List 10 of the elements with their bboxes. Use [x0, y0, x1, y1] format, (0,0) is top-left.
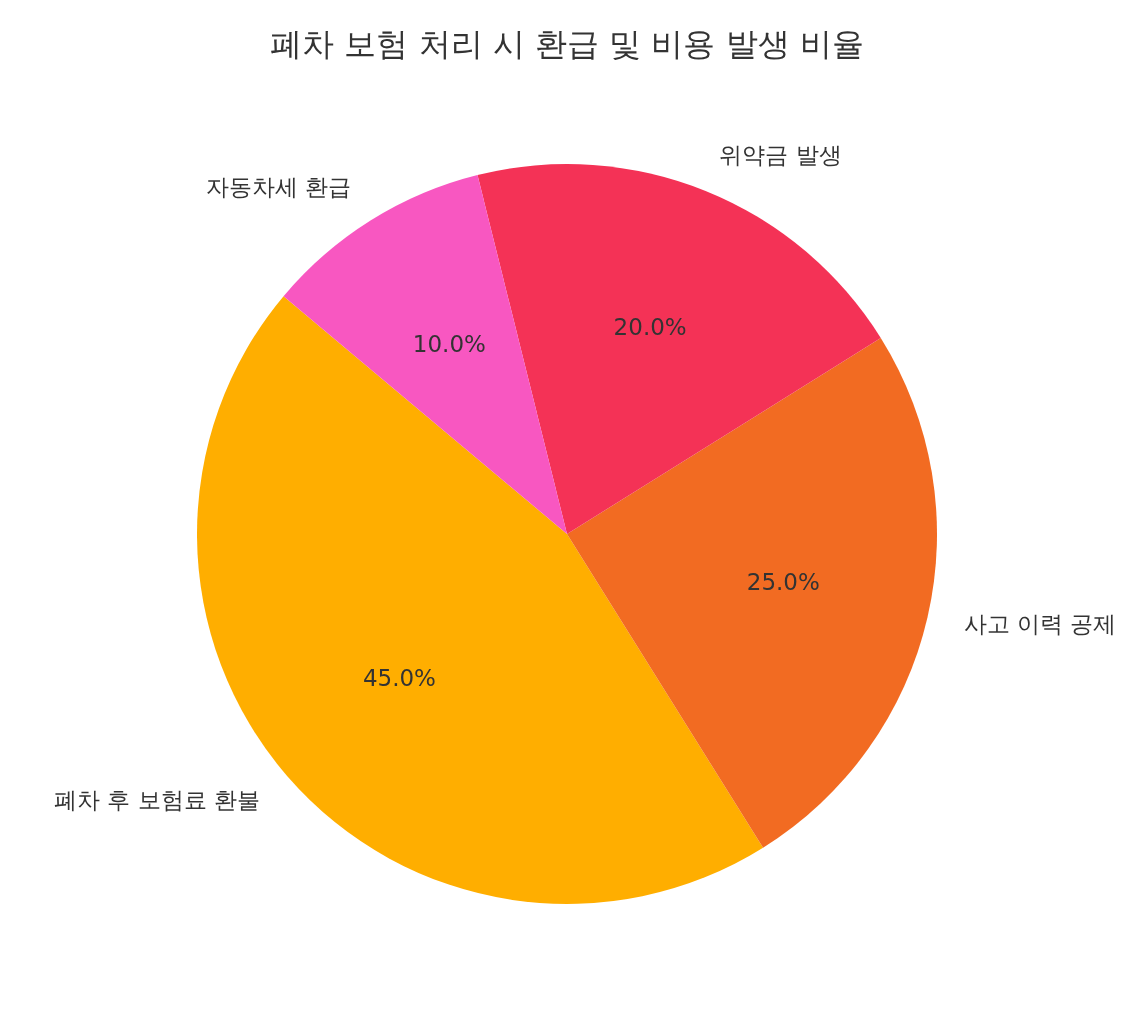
slice-label: 사고 이력 공제	[963, 611, 1117, 638]
slice-label: 위약금 발생	[719, 142, 842, 169]
pie-slice	[567, 337, 937, 848]
slice-label: 폐차 후 보험료 환불	[53, 786, 260, 813]
data-label: 25.0%	[746, 569, 820, 596]
slice-label: 자동차세 환급	[206, 174, 352, 201]
data-label: 45.0%	[362, 665, 436, 692]
data-label: 20.0%	[613, 313, 687, 340]
chart-title: 폐차 보험 처리 시 환급 및 비용 발생 비율	[270, 25, 864, 63]
data-label: 10.0%	[412, 331, 486, 358]
